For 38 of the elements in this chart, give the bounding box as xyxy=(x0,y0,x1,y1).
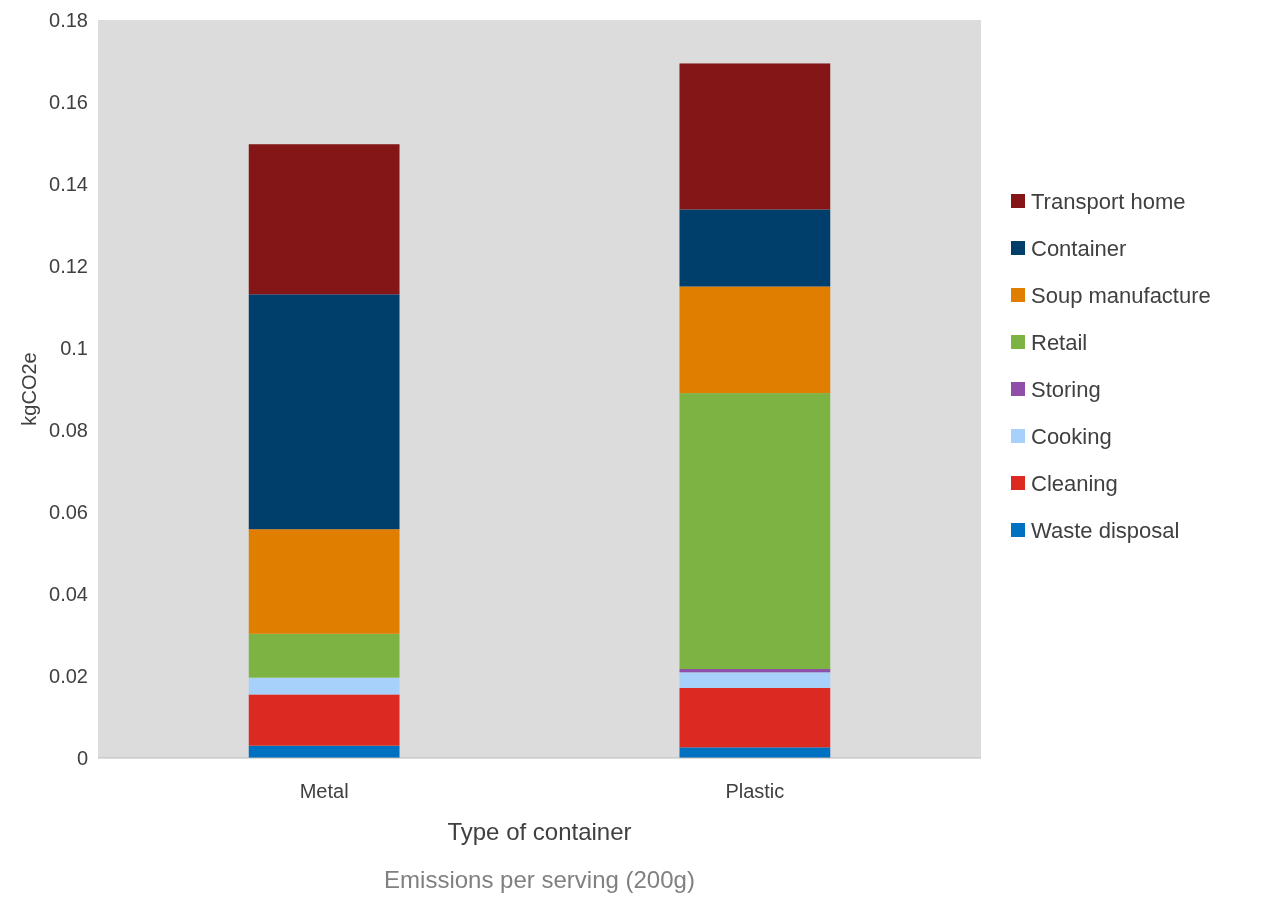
bar xyxy=(679,393,831,670)
legend-label: Soup manufacture xyxy=(1031,282,1211,308)
bar xyxy=(248,677,400,695)
x-tick-label: Metal xyxy=(299,780,349,802)
bar xyxy=(248,144,400,295)
x-tick-label: Plastic xyxy=(725,780,785,802)
legend-label: Waste disposal xyxy=(1031,517,1180,543)
bar xyxy=(679,687,831,748)
legend-label: Transport home xyxy=(1031,188,1186,214)
bar xyxy=(248,745,400,758)
y-tick-label: 0.14 xyxy=(49,173,88,195)
y-tick-label: 0.18 xyxy=(49,9,88,31)
bar xyxy=(248,294,400,530)
legend-label: Storing xyxy=(1031,376,1101,402)
legend-label: Retail xyxy=(1031,329,1088,355)
bar xyxy=(679,747,831,758)
legend-label: Cleaning xyxy=(1031,470,1118,496)
bar xyxy=(679,286,831,394)
y-tick-label: 0.06 xyxy=(49,501,88,523)
x-axis-title: Type of container xyxy=(447,818,632,845)
text: Emissions per serving (200g) xyxy=(384,866,695,893)
bar xyxy=(248,529,400,634)
y-tick-label: 0.12 xyxy=(49,255,88,277)
y-tick-label: 0.1 xyxy=(60,337,88,359)
bar xyxy=(679,669,831,673)
y-axis-title: kgCO2e xyxy=(18,352,40,426)
bar xyxy=(679,63,831,210)
legend-label: Cooking xyxy=(1031,423,1112,449)
y-tick-label: 0.16 xyxy=(49,91,88,113)
y-tick-label: 0.02 xyxy=(49,665,88,687)
y-tick-label: 0.04 xyxy=(49,583,88,605)
bar xyxy=(248,633,400,678)
legend-label: Container xyxy=(1031,235,1127,261)
y-tick-label: 0.08 xyxy=(49,419,88,441)
bar xyxy=(679,672,831,688)
y-tick-label: 0 xyxy=(76,747,88,769)
bar xyxy=(679,209,831,287)
bar xyxy=(248,694,400,746)
